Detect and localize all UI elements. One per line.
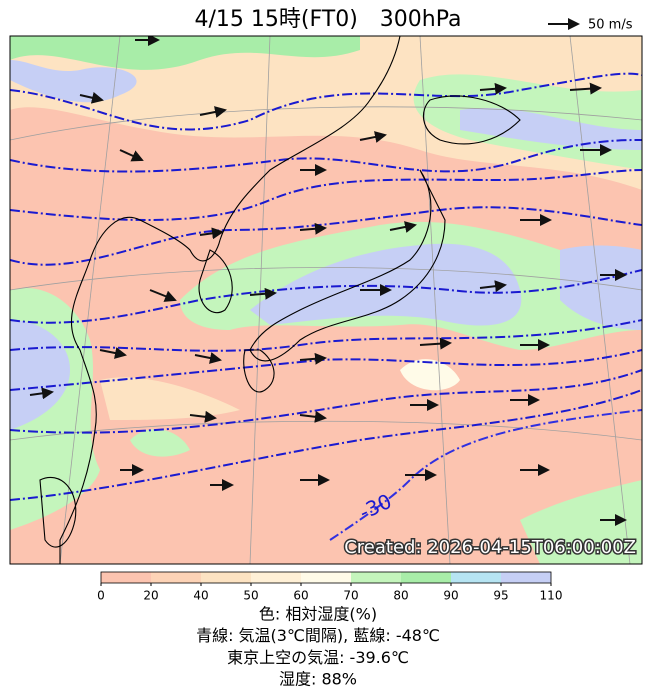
colorbar-segment <box>401 572 451 583</box>
colorbar-tick-label: 70 <box>343 589 358 603</box>
colorbar-segment <box>451 572 501 583</box>
colorbar-segment <box>301 572 351 583</box>
colorbar-tick-label: 80 <box>393 589 408 603</box>
colorbar-tick-label: 20 <box>143 589 158 603</box>
wind-legend-label: 50 m/s <box>588 18 633 33</box>
colorbar-tick-label: 60 <box>293 589 308 603</box>
colorbar-tick-label: 110 <box>540 589 563 603</box>
map: -30 Created: 2026-04-15T06:00:00Z <box>10 36 642 564</box>
caption: 色: 相対湿度(%) 青線: 気温(3℃間隔), 藍線: -48℃ 東京上空の気温:… <box>196 605 440 689</box>
caption-line: 青線: 気温(3℃間隔), 藍線: -48℃ <box>196 626 440 645</box>
created-stamp: Created: 2026-04-15T06:00:00Z <box>344 537 636 558</box>
colorbar-tick-label: 40 <box>193 589 208 603</box>
colorbar-segment <box>351 572 401 583</box>
title: 4/15 15時(FT0) 300hPa <box>195 7 462 32</box>
colorbar-segment <box>251 572 301 583</box>
map-frame <box>9 35 643 565</box>
caption-line: 東京上空の気温: -39.6℃ <box>227 648 409 667</box>
wind-arrows <box>29 36 627 526</box>
colorbar: 0 20 40 50 60 70 80 90 95 110 <box>97 571 563 603</box>
colorbar-frame <box>100 571 552 584</box>
colorbar-segment <box>201 572 251 583</box>
colorbar-segment <box>501 572 551 583</box>
colorbar-segment <box>101 572 151 583</box>
colorbar-tick-label: 50 <box>243 589 258 603</box>
caption-line: 色: 相対湿度(%) <box>259 605 377 624</box>
colorbar-tick-label: 95 <box>493 589 508 603</box>
caption-line: 湿度: 88% <box>279 670 357 689</box>
colorbar-tick-label: 0 <box>97 589 105 603</box>
colorbar-tick-label: 90 <box>443 589 458 603</box>
colorbar-segment <box>151 572 201 583</box>
